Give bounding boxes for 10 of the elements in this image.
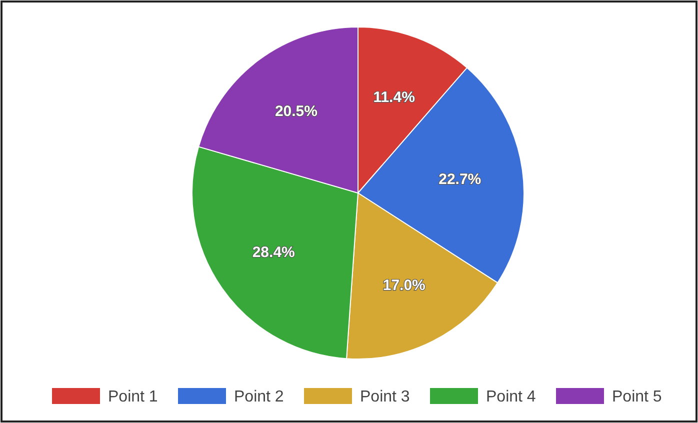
data-label: 11.4% (373, 88, 415, 106)
data-label: 28.4% (252, 244, 295, 262)
data-label: 20.5% (274, 102, 318, 120)
legend-label: Point 2 (234, 388, 284, 406)
legend-label: Point 5 (612, 388, 662, 406)
legend-label: Point 1 (108, 388, 158, 406)
data-label: 17.0% (382, 277, 426, 294)
legend-label: Point 4 (486, 388, 536, 406)
data-label: 22.7% (438, 170, 482, 188)
legend-label: Point 3 (360, 388, 410, 406)
